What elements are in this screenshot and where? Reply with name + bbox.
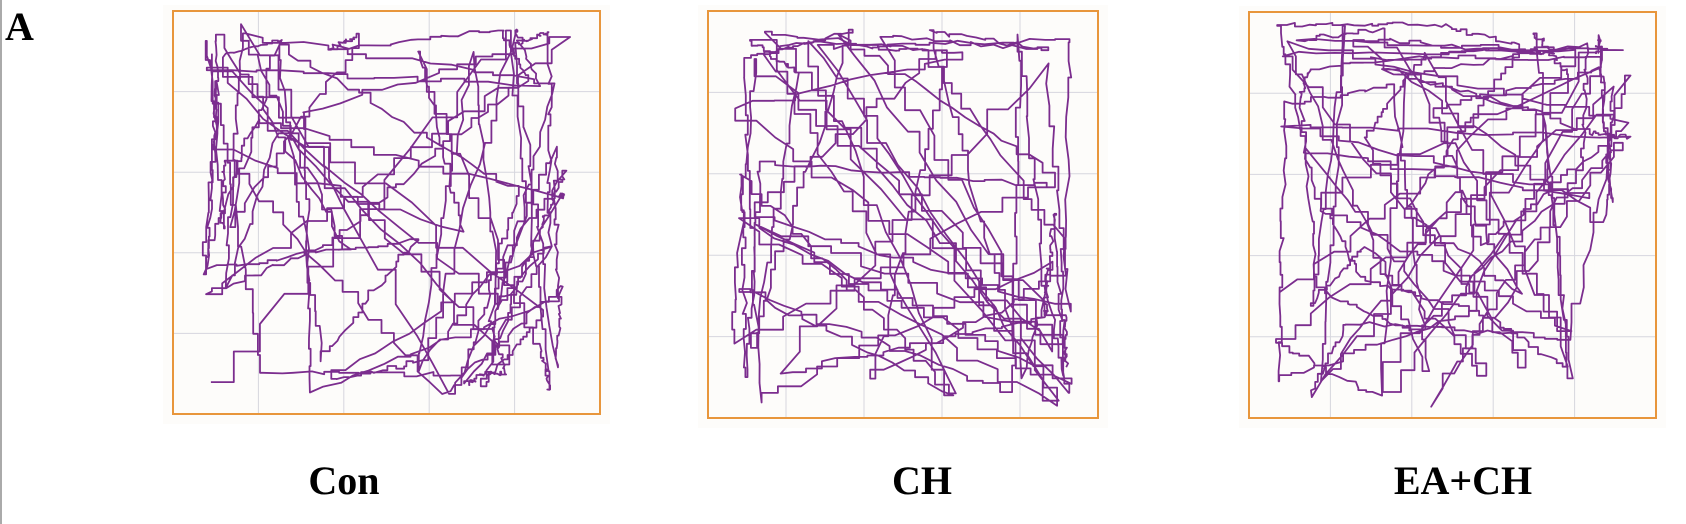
arena-border (1248, 11, 1657, 419)
open-field-panel (1239, 6, 1666, 428)
arena-border (172, 10, 601, 415)
open-field-panel (163, 5, 610, 424)
track (1275, 21, 1632, 408)
open-field-panel (698, 5, 1108, 428)
arena-background (1239, 6, 1666, 428)
arena-border (707, 10, 1099, 419)
track (201, 23, 571, 395)
panel-caption: Con (308, 458, 379, 503)
panel-label: A (5, 4, 34, 49)
track (731, 28, 1073, 407)
panel-caption: EA+CH (1394, 458, 1532, 503)
panel-caption: CH (892, 458, 952, 503)
